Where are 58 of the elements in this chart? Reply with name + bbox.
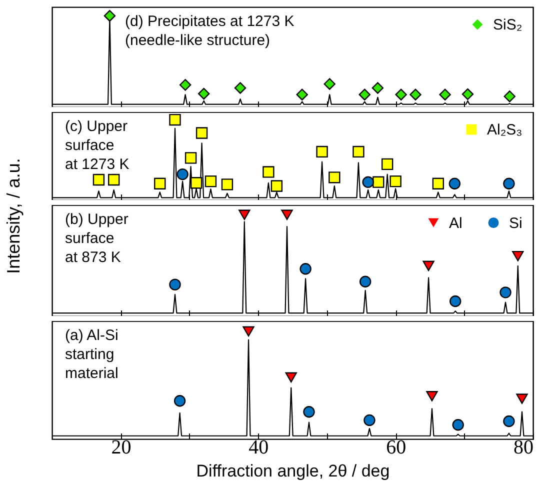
legend-label: Si (509, 214, 522, 232)
point (169, 278, 181, 290)
x-tick-label: 80 (514, 436, 534, 458)
point (410, 88, 422, 100)
point (439, 88, 451, 100)
point (196, 127, 208, 139)
point (281, 210, 293, 220)
point (448, 178, 461, 190)
point (184, 152, 197, 164)
legend-label: Al (449, 214, 462, 232)
point (176, 168, 188, 180)
point (390, 175, 402, 188)
point (504, 90, 516, 102)
point (108, 174, 120, 186)
point (450, 295, 462, 308)
point (221, 178, 234, 190)
point (381, 158, 394, 170)
point (324, 78, 336, 90)
point (169, 114, 181, 126)
point (204, 175, 217, 188)
point (359, 276, 372, 288)
y-axis-title: Intensity, / a.u. (4, 158, 24, 274)
point (316, 146, 328, 158)
point (395, 88, 407, 100)
point (328, 172, 340, 184)
point (462, 88, 474, 100)
point (179, 79, 192, 91)
x-axis-title: Diffraction angle, 2θ / deg (196, 462, 390, 480)
point (503, 178, 515, 190)
x-tick-label: 60 (386, 436, 406, 458)
annotation: (c) Upper surface at 1273 K (65, 118, 130, 173)
point (296, 88, 308, 100)
point (422, 260, 434, 272)
x-tick-label: 20 (111, 436, 132, 458)
point (104, 10, 116, 22)
point (352, 146, 364, 158)
point (154, 178, 166, 190)
point (262, 166, 274, 178)
legend-label: Al₂S₃ (487, 122, 522, 138)
point (198, 88, 210, 100)
point (362, 176, 374, 188)
point (234, 82, 246, 94)
point (432, 178, 444, 190)
point (500, 286, 512, 298)
point (372, 82, 384, 94)
point (92, 174, 105, 186)
point (372, 176, 384, 188)
point (300, 263, 312, 275)
legend-label: SiS₂ (493, 16, 522, 34)
point (512, 250, 524, 262)
annotation: (d) Precipitates at 1273 K (needle-like structure) (125, 13, 294, 49)
point (238, 210, 250, 220)
point (270, 180, 283, 192)
annotation: (b) Upper surface at 873 K (65, 211, 128, 266)
point (358, 88, 370, 100)
point (190, 177, 202, 189)
annotation: (a) Al-Si starting material (65, 327, 118, 382)
x-tick-label: 40 (248, 436, 269, 458)
